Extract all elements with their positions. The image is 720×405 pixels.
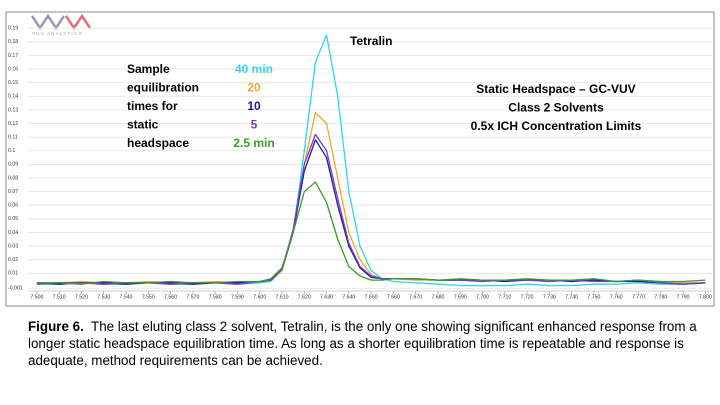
caption-text: The last eluting class 2 solvent, Tetral… (28, 319, 697, 368)
x-tick-label: 7.580 (209, 294, 222, 300)
x-tick-label: 7.710 (498, 294, 511, 300)
y-tick-label: 0.13 (8, 107, 18, 113)
x-tick-label: 7.530 (97, 294, 110, 300)
x-tick-label: 7.780 (654, 294, 667, 300)
series-line (36, 139, 706, 285)
legend-title: equilibration (127, 81, 199, 95)
y-tick-label: 0.03 (8, 243, 18, 249)
legend-entry: 2.5 min (233, 136, 274, 150)
y-tick-label: 0.02 (8, 257, 18, 263)
x-tick-label: 7.680 (431, 294, 444, 300)
x-tick-label: 7.790 (677, 294, 690, 300)
x-tick-label: 7.630 (320, 294, 333, 300)
annotation: Tetralin (350, 34, 392, 48)
x-tick-label: 7.620 (298, 294, 311, 300)
x-tick-label: 7.750 (587, 294, 600, 300)
legend-title: headspace (127, 136, 189, 150)
y-tick-label: 0.16 (8, 66, 18, 72)
y-tick-label: 0.08 (8, 175, 18, 181)
y-tick-label: 0.11 (8, 134, 18, 140)
logo-mark (30, 13, 66, 31)
y-tick-label: 0.14 (8, 94, 18, 100)
chart: VUV ANALYTICS 0.190.180.170.160.150.140.… (5, 11, 715, 307)
y-tick-label: 0.09 (8, 162, 18, 168)
x-tick-label: 7.730 (543, 294, 556, 300)
logo: VUV ANALYTICS (30, 13, 92, 36)
caption: Figure 6. The last eluting class 2 solve… (28, 318, 708, 369)
y-tick-label: 0.07 (8, 189, 18, 195)
legend-entry: 10 (247, 99, 261, 113)
y-tick-label: 0.06 (8, 203, 18, 209)
legend-entry: 40 min (235, 62, 273, 76)
legend-title: static (127, 118, 159, 132)
x-tick-label: 7.520 (75, 294, 88, 300)
annotation: Class 2 Solvents (508, 101, 604, 115)
annotation: Static Headspace – GC-VUV (476, 82, 635, 96)
x-tick-label: 7.600 (253, 294, 266, 300)
legend-entry: 5 (251, 118, 258, 132)
x-tick-label: 7.670 (409, 294, 422, 300)
y-tick-label: 0.15 (8, 80, 18, 86)
x-tick-label: 7.570 (186, 294, 199, 300)
x-tick-label: 7.660 (387, 294, 400, 300)
x-tick-label: 7.720 (521, 294, 534, 300)
x-tick-label: 7.590 (231, 294, 244, 300)
x-tick-label: 7.610 (276, 294, 289, 300)
y-tick-label: -0.001 (8, 286, 23, 292)
x-tick-label: 7.540 (120, 294, 133, 300)
y-tick-label: 0.19 (8, 26, 18, 32)
x-tick-label: 7.640 (342, 294, 355, 300)
x-tick-label: 7.650 (365, 294, 378, 300)
y-tick-label: 0.01 (8, 271, 18, 277)
caption-label: Figure 6. (28, 319, 84, 334)
y-tick-label: 0.05 (8, 216, 18, 222)
x-tick-label: 7.700 (476, 294, 489, 300)
legend-title: Sample (127, 62, 170, 76)
legend-title: times for (127, 99, 178, 113)
y-tick-label: 0.12 (8, 121, 18, 127)
logo-text: VUV ANALYTICS (32, 31, 83, 36)
y-tick-label: 0.18 (8, 39, 18, 45)
chart-frame (5, 11, 715, 307)
x-tick-label: 7.690 (454, 294, 467, 300)
x-tick-label: 7.500 (30, 294, 43, 300)
x-tick-label: 7.510 (53, 294, 66, 300)
logo-mark (64, 13, 92, 31)
x-tick-label: 7.740 (565, 294, 578, 300)
x-tick-label: 7.760 (610, 294, 623, 300)
annotation: 0.5x ICH Concentration Limits (471, 119, 642, 133)
x-tick-label: 7.550 (142, 294, 155, 300)
x-tick-label: 7.800 (699, 294, 712, 300)
legend-entry: 20 (247, 81, 261, 95)
y-tick-label: 0.17 (8, 53, 18, 59)
x-tick-label: 7.560 (164, 294, 177, 300)
y-tick-label: 0.1 (8, 148, 15, 154)
y-tick-label: 0.04 (8, 230, 18, 236)
x-tick-label: 7.770 (632, 294, 645, 300)
series-line (36, 181, 706, 285)
